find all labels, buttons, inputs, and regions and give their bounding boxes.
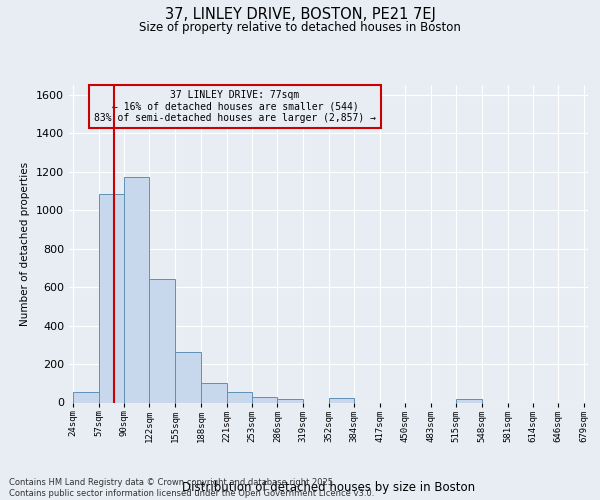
Bar — [124, 178, 149, 402]
Bar — [98, 194, 124, 402]
Bar — [277, 398, 303, 402]
Text: Size of property relative to detached houses in Boston: Size of property relative to detached ho… — [139, 22, 461, 35]
Bar — [329, 398, 354, 402]
X-axis label: Distribution of detached houses by size in Boston: Distribution of detached houses by size … — [182, 480, 475, 494]
Bar — [227, 392, 251, 402]
Bar — [149, 280, 175, 402]
Y-axis label: Number of detached properties: Number of detached properties — [20, 162, 31, 326]
Bar — [201, 384, 227, 402]
Bar — [456, 398, 482, 402]
Bar — [251, 396, 277, 402]
Text: 37, LINLEY DRIVE, BOSTON, PE21 7EJ: 37, LINLEY DRIVE, BOSTON, PE21 7EJ — [164, 8, 436, 22]
Bar — [73, 392, 98, 402]
Bar — [175, 352, 201, 403]
Text: Contains HM Land Registry data © Crown copyright and database right 2025.
Contai: Contains HM Land Registry data © Crown c… — [9, 478, 374, 498]
Text: 37 LINLEY DRIVE: 77sqm
← 16% of detached houses are smaller (544)
83% of semi-de: 37 LINLEY DRIVE: 77sqm ← 16% of detached… — [94, 90, 376, 123]
